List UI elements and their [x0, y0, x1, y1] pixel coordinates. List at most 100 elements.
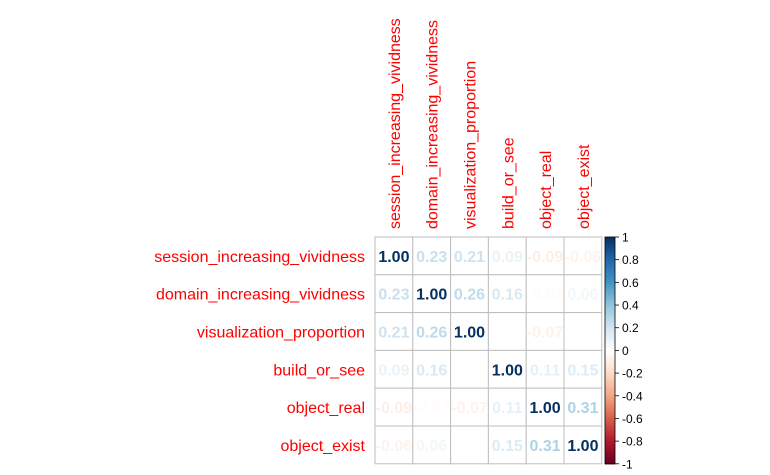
colorbar-segment — [605, 273, 615, 277]
correlation-value: 0.16 — [416, 362, 447, 379]
correlation-value: -0.09 — [376, 400, 413, 417]
matrix-cell — [563, 425, 603, 465]
colorbar-segment — [605, 461, 615, 465]
colorbar-tick-label: -0.2 — [622, 367, 643, 381]
colorbar-segment — [605, 336, 615, 340]
colorbar-segment — [605, 427, 615, 431]
colorbar-segment — [605, 246, 615, 249]
correlation-value: -0.09 — [527, 249, 564, 266]
colorbar-segment — [605, 450, 615, 454]
colorbar-segment — [605, 345, 615, 349]
colorbar-segment — [605, 295, 615, 299]
colorbar-segment — [605, 255, 615, 259]
colorbar-segment — [605, 291, 615, 295]
colorbar-tick-label: 0.8 — [622, 253, 639, 267]
correlation-value: 0.26 — [454, 287, 485, 304]
row-label: visualization_proportion — [197, 325, 365, 342]
colorbar-segment — [605, 284, 615, 288]
colorbar-segment — [605, 239, 615, 243]
colorbar-segment — [605, 323, 615, 327]
correlation-value: 1.00 — [416, 287, 447, 304]
colorbar-segment — [605, 316, 615, 320]
colorbar-segment — [605, 413, 615, 417]
colorbar-segment — [605, 409, 615, 413]
correlation-value: 1.00 — [530, 400, 561, 417]
colorbar-segment — [605, 314, 615, 317]
colorbar-segment — [605, 354, 615, 358]
matrix-cell — [487, 274, 527, 314]
colorbar-segment — [605, 293, 615, 297]
colorbar-segment — [605, 241, 615, 245]
colorbar-segment — [605, 259, 615, 263]
correlation-value: 1.00 — [492, 362, 523, 379]
colorbar-segment — [605, 379, 615, 383]
correlation-value: -0.02 — [413, 400, 450, 417]
row-label: object_exist — [281, 438, 366, 455]
correlation-value: 0.21 — [378, 325, 409, 342]
correlation-value: 0.15 — [492, 438, 523, 455]
correlation-value: 0.09 — [378, 362, 409, 379]
colorbar-segment — [605, 318, 615, 322]
colorbar-tick-label: 0 — [622, 344, 629, 358]
colorbar-segment — [605, 404, 615, 408]
colorbar-segment — [605, 309, 615, 313]
correlation-value: 0.26 — [416, 325, 447, 342]
colorbar-segment — [605, 320, 615, 324]
matrix-cell — [563, 274, 603, 314]
correlation-value: 0.31 — [530, 438, 561, 455]
colorbar-segment — [605, 248, 615, 252]
colorbar-segment — [605, 307, 615, 311]
correlation-value: 0.31 — [567, 400, 598, 417]
colorbar-segment — [605, 332, 615, 336]
matrix-cell — [412, 274, 452, 314]
colorbar-segment — [605, 305, 615, 308]
colorbar-segment — [605, 277, 615, 281]
colorbar-tick-label: -1 — [622, 457, 633, 471]
correlation-value: 0.06 — [416, 438, 447, 455]
row-label: domain_increasing_vividness — [156, 287, 365, 304]
correlation-value: 0.23 — [378, 287, 409, 304]
colorbar-segment — [605, 298, 615, 302]
colorbar-segment — [605, 400, 615, 404]
colorbar-segment — [605, 436, 615, 440]
colorbar-segment — [605, 359, 615, 363]
colorbar-segment — [605, 388, 615, 392]
matrix-cell — [450, 425, 489, 465]
colorbar-segment — [605, 343, 615, 347]
colorbar-segment — [605, 411, 615, 415]
colorbar-segment — [605, 373, 615, 376]
colorbar-segment — [605, 250, 615, 254]
matrix-cell — [412, 312, 452, 351]
matrix-cell — [374, 236, 414, 276]
colorbar-tick-label: 0.6 — [622, 276, 639, 290]
colorbar-segment — [605, 398, 615, 401]
colorbar-segment — [605, 429, 615, 433]
colorbar-tick-label: 1 — [622, 231, 629, 245]
colorbar-segment — [605, 407, 615, 410]
matrix-cell — [374, 425, 414, 465]
colorbar-segment — [605, 280, 615, 283]
colorbar-segment — [605, 416, 615, 420]
colorbar-segment — [605, 425, 615, 429]
matrix-cell — [412, 425, 452, 465]
colorbar-segment — [605, 420, 615, 424]
colorbar-segment — [605, 237, 615, 240]
matrix-cell — [487, 312, 527, 351]
column-label: object_exist — [576, 144, 593, 229]
colorbar-segment — [605, 422, 615, 426]
correlation-value: 0.15 — [567, 362, 598, 379]
colorbar-segment — [605, 452, 615, 456]
correlation-value: 0.23 — [416, 249, 447, 266]
colorbar-segment — [605, 361, 615, 365]
matrix-cell — [374, 349, 414, 389]
colorbar-segment — [605, 377, 615, 381]
correlation-value: 1.00 — [454, 325, 485, 342]
colorbar-segment — [605, 286, 615, 290]
colorbar-segment — [605, 302, 615, 306]
column-label: visualization_proportion — [463, 61, 480, 229]
colorbar-tick-label: -0.6 — [622, 412, 643, 426]
colorbar-segment — [605, 261, 615, 265]
colorbar-segment — [605, 441, 615, 444]
colorbar-segment — [605, 418, 615, 422]
